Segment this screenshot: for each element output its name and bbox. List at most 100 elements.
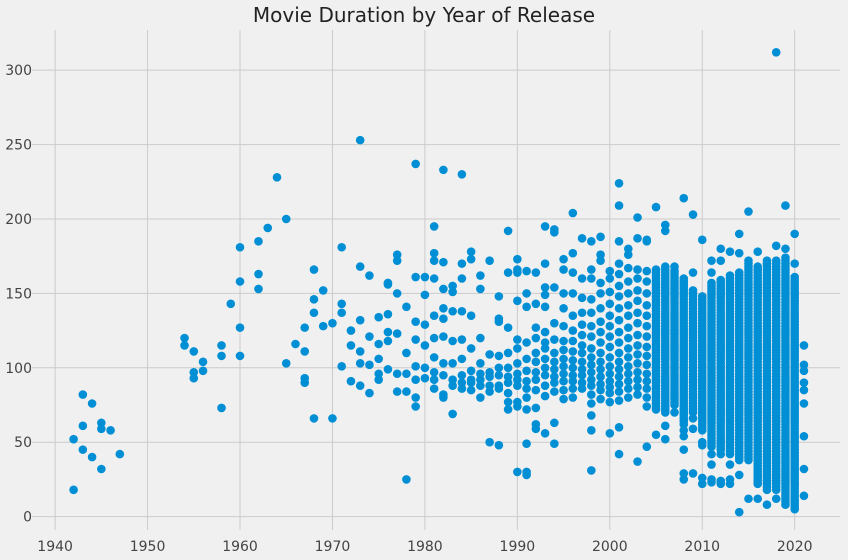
data-point bbox=[494, 317, 504, 326]
data-point bbox=[540, 354, 550, 364]
data-point bbox=[614, 338, 624, 347]
data-point bbox=[577, 341, 587, 350]
data-point bbox=[309, 414, 319, 423]
data-point bbox=[559, 265, 568, 274]
data-point bbox=[448, 359, 457, 368]
data-point bbox=[272, 173, 282, 182]
data-point bbox=[799, 399, 809, 408]
x-tick-labels: 1940 1950 1960 1970 1980 1990 2000 2010 2020 bbox=[37, 539, 812, 555]
data-point bbox=[281, 214, 291, 224]
data-point bbox=[466, 366, 476, 376]
data-point bbox=[448, 409, 457, 419]
data-point bbox=[457, 378, 467, 387]
data-point bbox=[605, 287, 615, 297]
data-point bbox=[411, 159, 420, 169]
data-point bbox=[485, 437, 494, 447]
data-point bbox=[448, 287, 457, 297]
data-point bbox=[439, 314, 448, 323]
data-point bbox=[623, 277, 633, 286]
data-point bbox=[448, 306, 457, 316]
data-point bbox=[383, 280, 393, 289]
data-point bbox=[550, 348, 559, 358]
data-point bbox=[466, 247, 476, 257]
data-point bbox=[642, 384, 652, 393]
data-point bbox=[623, 384, 633, 393]
data-point bbox=[568, 393, 578, 402]
data-point bbox=[476, 271, 485, 280]
data-point bbox=[670, 266, 679, 276]
data-point bbox=[466, 344, 476, 353]
data-point bbox=[642, 360, 652, 370]
data-point bbox=[78, 390, 88, 399]
data-point bbox=[513, 467, 522, 477]
data-point bbox=[540, 344, 550, 353]
data-point bbox=[503, 348, 513, 358]
data-point bbox=[457, 170, 467, 179]
data-point bbox=[300, 323, 310, 332]
data-point bbox=[513, 359, 522, 368]
data-point bbox=[522, 376, 531, 386]
data-point bbox=[762, 500, 772, 510]
data-point bbox=[457, 384, 467, 393]
data-point bbox=[568, 336, 578, 346]
data-point bbox=[476, 333, 485, 343]
data-point bbox=[614, 327, 624, 337]
data-point bbox=[605, 397, 615, 407]
data-point bbox=[725, 479, 735, 489]
data-point bbox=[577, 348, 587, 358]
data-point bbox=[411, 375, 420, 385]
data-point bbox=[577, 234, 587, 243]
data-point bbox=[485, 350, 494, 359]
data-point bbox=[623, 311, 633, 321]
y-tick-label: 100 bbox=[5, 361, 32, 377]
data-point bbox=[633, 296, 642, 306]
data-point bbox=[383, 336, 393, 346]
data-point bbox=[587, 367, 596, 377]
data-point bbox=[531, 357, 541, 367]
data-point bbox=[559, 394, 568, 404]
data-point bbox=[531, 348, 541, 358]
data-point bbox=[596, 338, 605, 347]
data-point bbox=[263, 223, 273, 233]
data-point bbox=[550, 372, 559, 382]
data-point bbox=[587, 321, 596, 331]
y-tick-label: 250 bbox=[5, 138, 32, 154]
data-point bbox=[596, 385, 605, 395]
data-point bbox=[531, 385, 541, 395]
data-point bbox=[725, 247, 735, 257]
data-point bbox=[355, 381, 365, 390]
data-point bbox=[642, 277, 652, 286]
data-point bbox=[402, 348, 411, 358]
data-point bbox=[799, 491, 809, 501]
data-point bbox=[494, 292, 504, 301]
data-point bbox=[716, 479, 726, 489]
data-point bbox=[420, 341, 430, 350]
data-point bbox=[596, 372, 605, 382]
data-point bbox=[753, 262, 763, 271]
data-point bbox=[97, 418, 106, 428]
data-point bbox=[633, 318, 642, 328]
data-point bbox=[587, 425, 596, 435]
data-point bbox=[522, 393, 531, 402]
data-point bbox=[429, 222, 439, 231]
data-point bbox=[799, 464, 809, 474]
data-point bbox=[402, 302, 411, 312]
data-point bbox=[355, 262, 365, 271]
data-point bbox=[679, 425, 689, 435]
data-point bbox=[531, 323, 541, 332]
data-point bbox=[540, 283, 550, 292]
data-point bbox=[568, 289, 578, 298]
data-point bbox=[503, 372, 513, 382]
data-point bbox=[485, 372, 494, 382]
data-point bbox=[577, 320, 587, 329]
data-point bbox=[392, 250, 402, 260]
data-point bbox=[531, 299, 541, 309]
data-point bbox=[725, 460, 735, 469]
data-point bbox=[522, 384, 531, 393]
data-point bbox=[411, 362, 420, 371]
data-point bbox=[623, 393, 633, 402]
data-point bbox=[568, 311, 578, 321]
data-point bbox=[716, 275, 726, 285]
data-point bbox=[596, 357, 605, 367]
data-point bbox=[614, 292, 624, 301]
